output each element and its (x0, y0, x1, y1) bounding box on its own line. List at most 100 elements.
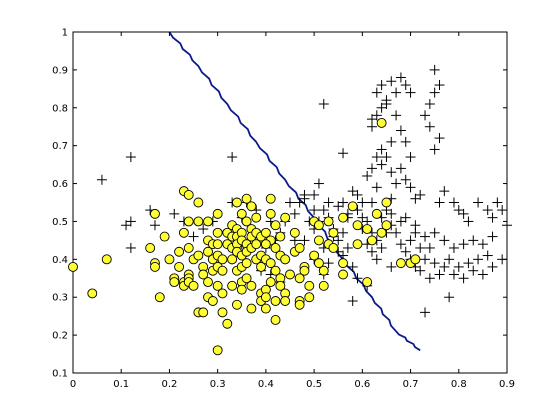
plus-marker (338, 148, 349, 159)
plus-marker (188, 231, 199, 242)
circle-marker (318, 280, 329, 291)
plus-marker (492, 197, 503, 208)
y-tick-label: 0.3 (52, 293, 68, 304)
plus-marker (434, 269, 445, 280)
x-tick-label: 0.7 (403, 379, 419, 390)
circle-marker (275, 280, 286, 291)
circle-marker (198, 307, 209, 318)
plus-marker (463, 216, 474, 227)
plus-marker (400, 212, 411, 223)
plus-marker (439, 235, 450, 246)
plus-marker (391, 178, 402, 189)
plus-marker (434, 197, 445, 208)
circle-marker (246, 201, 257, 212)
plus-marker (381, 152, 392, 163)
x-tick-label: 0.2 (161, 379, 177, 390)
plus-marker (395, 125, 406, 136)
circle-marker (169, 277, 180, 288)
circle-marker (183, 189, 194, 200)
circle-marker (212, 345, 223, 356)
circle-marker (212, 227, 223, 238)
plus-marker (198, 224, 209, 235)
circle-marker (159, 231, 170, 242)
plus-marker (434, 80, 445, 91)
plus-marker (357, 212, 368, 223)
plus-marker (285, 197, 295, 208)
plus-marker (96, 174, 107, 185)
plus-marker (125, 242, 136, 253)
circle-marker (328, 243, 339, 253)
plus-marker (420, 231, 431, 242)
plus-marker (487, 212, 498, 223)
x-tick-label: 0.4 (258, 379, 274, 390)
x-tick-label: 0.8 (451, 379, 467, 390)
circle-marker (410, 254, 421, 265)
circle-marker (227, 254, 238, 265)
circle-marker (241, 216, 252, 227)
plus-marker (313, 178, 324, 189)
x-axis-ticks: 0 0.1 0.2 0.3 0.4 0.5 0.6 0.7 0.8 0.9 (70, 32, 515, 390)
circle-marker (280, 254, 291, 265)
circle-marker (193, 216, 204, 227)
circle-marker (294, 299, 305, 310)
plus-marker (376, 144, 387, 155)
circle-marker (367, 235, 377, 246)
plus-marker (473, 254, 484, 265)
circle-marker (270, 265, 281, 276)
circle-marker (232, 197, 242, 208)
circle-marker (174, 261, 185, 272)
circle-marker (183, 216, 194, 227)
circle-marker (280, 296, 291, 306)
plus-marker (415, 189, 426, 200)
circle-marker (328, 227, 339, 238)
circle-marker (150, 261, 160, 272)
plus-marker (125, 216, 136, 227)
y-tick-label: 0.5 (52, 217, 68, 228)
circle-marker (101, 254, 112, 265)
circle-marker (318, 265, 329, 276)
plus-marker (395, 163, 406, 174)
plus-marker (395, 72, 406, 83)
circle-marker (251, 239, 262, 250)
plus-marker (482, 205, 493, 216)
plus-marker (371, 152, 382, 163)
plus-marker (227, 152, 238, 163)
plus-marker (386, 136, 397, 147)
circle-marker (193, 250, 204, 261)
circle-marker (260, 292, 271, 303)
plus-marker (352, 273, 363, 284)
circle-marker (203, 216, 213, 227)
circle-marker (193, 197, 204, 208)
circle-marker (376, 117, 387, 128)
circle-marker (338, 258, 348, 269)
plus-marker (376, 80, 387, 91)
plus-marker (357, 197, 368, 208)
plus-marker (429, 227, 440, 238)
plus-marker (429, 87, 440, 98)
circle-marker (338, 269, 348, 280)
plus-marker (477, 239, 488, 250)
circle-marker (246, 280, 257, 291)
plus-marker (482, 250, 493, 261)
plus-marker (366, 197, 377, 208)
circle-marker (352, 239, 363, 250)
plus-marker (429, 258, 440, 269)
circle-marker (236, 284, 247, 295)
plus-marker (352, 189, 363, 200)
plus-marker (125, 152, 136, 163)
plus-marker (371, 182, 382, 193)
circle-marker (265, 277, 276, 288)
data-points-layer (68, 64, 512, 356)
plus-marker (405, 152, 416, 163)
plus-marker (318, 98, 329, 109)
circle-marker (304, 292, 315, 303)
circle-marker (212, 280, 223, 291)
circle-marker (362, 277, 373, 288)
plus-marker (477, 269, 488, 280)
x-tick-label: 0.9 (499, 379, 515, 390)
plus-marker (395, 239, 406, 250)
plus-marker (405, 235, 416, 246)
plus-marker (338, 227, 349, 238)
circle-marker (323, 216, 334, 227)
circle-marker (246, 303, 257, 314)
